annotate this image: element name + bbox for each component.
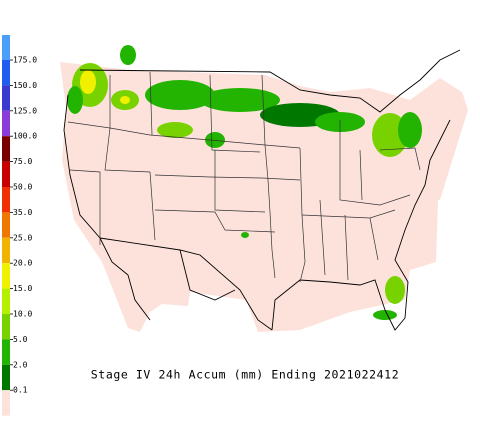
legend-label: 125.0 — [13, 106, 37, 115]
legend-label: 175.0 — [13, 56, 37, 65]
legend-swatch — [2, 136, 10, 162]
legend-label: 100.0 — [13, 132, 37, 141]
legend-swatch — [2, 212, 10, 238]
legend-label: 25.0 — [13, 233, 32, 242]
legend-label: 2.0 — [13, 360, 28, 369]
legend-top-swatch — [2, 35, 10, 60]
map-title: Stage IV 24h Accum (mm) Ending 202102241… — [91, 368, 399, 382]
legend-label: 5.0 — [13, 335, 28, 344]
legend-label: 35.0 — [13, 208, 32, 217]
legend-swatch — [2, 187, 10, 213]
legend-swatch — [2, 314, 10, 340]
legend-swatch — [2, 339, 10, 365]
legend-label: 20.0 — [13, 259, 32, 268]
precip-areas — [67, 45, 422, 320]
legend-label: 75.0 — [13, 157, 32, 166]
state-borders — [67, 71, 421, 283]
legend-swatch — [2, 237, 10, 264]
legend-swatch — [2, 364, 10, 391]
legend-swatch — [2, 390, 10, 416]
legend-swatch — [2, 60, 10, 86]
legend-swatch — [2, 161, 10, 187]
legend-label: 10.0 — [13, 310, 32, 319]
legend-swatch — [2, 85, 10, 111]
legend-swatch — [2, 288, 10, 314]
legend-swatch — [2, 263, 10, 289]
legend: 175.0 150.0 125.0 100.0 75.0 50.0 35.0 25.0 20.0… — [2, 56, 37, 416]
legend-label: 150.0 — [13, 81, 37, 90]
legend-swatch — [2, 110, 10, 137]
legend-label: 15.0 — [13, 284, 32, 293]
legend-label: 50.0 — [13, 183, 32, 192]
legend-label: 0.1 — [13, 386, 28, 395]
